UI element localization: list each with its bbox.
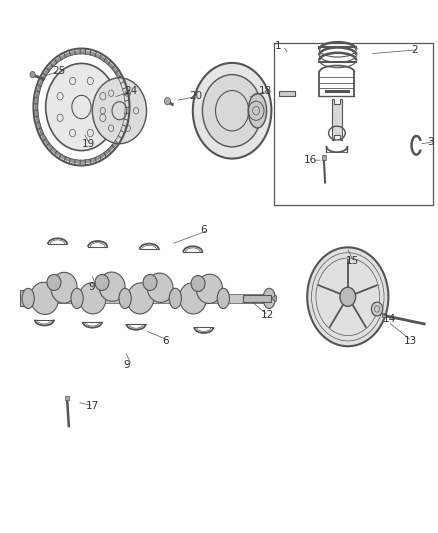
Text: 17: 17 <box>85 401 99 411</box>
Ellipse shape <box>47 274 61 290</box>
Circle shape <box>340 287 356 306</box>
Bar <box>65 395 69 400</box>
Ellipse shape <box>191 276 205 292</box>
Ellipse shape <box>169 288 181 309</box>
Text: 13: 13 <box>404 336 417 346</box>
Circle shape <box>46 63 117 151</box>
Ellipse shape <box>51 272 77 303</box>
Circle shape <box>202 75 262 147</box>
Text: 18: 18 <box>259 86 272 96</box>
Circle shape <box>307 247 389 346</box>
Ellipse shape <box>263 288 276 309</box>
Ellipse shape <box>99 272 125 301</box>
Ellipse shape <box>95 274 109 290</box>
Ellipse shape <box>119 288 131 309</box>
Wedge shape <box>272 295 277 302</box>
Text: 20: 20 <box>189 91 202 101</box>
Ellipse shape <box>22 288 34 309</box>
Bar <box>243 295 272 302</box>
Circle shape <box>92 78 147 144</box>
Bar <box>274 43 433 205</box>
Text: 15: 15 <box>346 256 359 266</box>
Ellipse shape <box>180 283 206 314</box>
Text: 3: 3 <box>427 136 434 147</box>
Bar <box>27 294 272 303</box>
Bar <box>382 313 386 317</box>
Text: 6: 6 <box>201 225 207 236</box>
Text: 9: 9 <box>88 282 95 292</box>
Ellipse shape <box>79 283 106 314</box>
Text: 2: 2 <box>411 45 418 54</box>
Bar <box>279 91 294 96</box>
Ellipse shape <box>30 282 58 314</box>
Circle shape <box>164 98 170 105</box>
Ellipse shape <box>248 93 267 128</box>
Ellipse shape <box>143 274 157 290</box>
Text: 1: 1 <box>275 41 282 51</box>
Ellipse shape <box>217 288 230 309</box>
Circle shape <box>193 63 272 159</box>
Ellipse shape <box>127 283 154 314</box>
Text: 14: 14 <box>383 313 396 324</box>
Bar <box>322 155 326 160</box>
Text: 24: 24 <box>124 86 137 96</box>
Circle shape <box>30 71 35 78</box>
Ellipse shape <box>71 288 83 309</box>
Text: 25: 25 <box>52 66 65 76</box>
Text: 12: 12 <box>261 310 274 320</box>
Bar <box>20 290 28 306</box>
Text: 9: 9 <box>124 360 131 370</box>
Text: 19: 19 <box>82 139 95 149</box>
Ellipse shape <box>147 273 173 302</box>
Circle shape <box>371 302 383 316</box>
Text: 6: 6 <box>162 336 169 346</box>
Ellipse shape <box>196 274 223 303</box>
Text: 16: 16 <box>304 155 317 165</box>
Polygon shape <box>332 99 342 140</box>
